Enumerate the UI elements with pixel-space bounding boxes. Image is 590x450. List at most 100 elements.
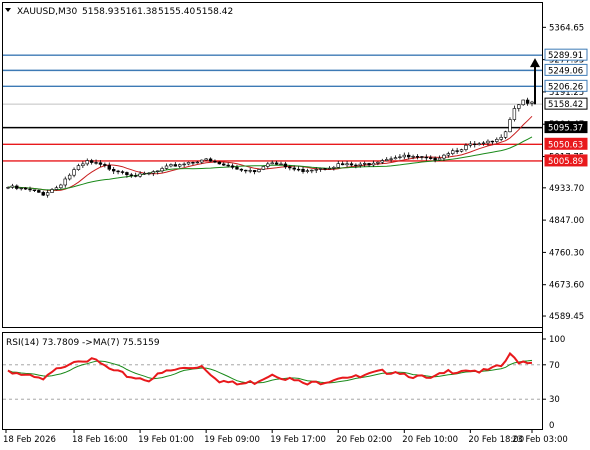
candle-body (442, 154, 446, 159)
candle-body (226, 164, 230, 167)
candle-body (54, 187, 59, 190)
candle-body (222, 163, 226, 166)
candle-body (340, 163, 345, 166)
candle-body (252, 170, 257, 173)
candle-body (45, 192, 50, 196)
candle-body (261, 166, 266, 170)
candle-body (349, 163, 354, 166)
rsi-tick-label: 0 (549, 421, 554, 431)
level-label-pivot: 5095.37 (548, 124, 583, 134)
candle-body (481, 142, 486, 145)
candle-body (305, 170, 310, 172)
candle-body (415, 156, 420, 158)
candle-body (248, 170, 252, 172)
candle-body (521, 99, 525, 106)
candle-body (402, 154, 407, 158)
candle-body (156, 170, 160, 172)
candle-body (111, 168, 116, 172)
level-labels: 5289.91 5249.06 5206.26 5095.37 5050.63 5005.… (544, 48, 588, 167)
level-label-resistance-bg (544, 48, 588, 61)
current-price-label-bg (544, 97, 588, 110)
candle-body (178, 164, 182, 167)
level-label-support: 5050.63 (548, 140, 583, 150)
level-label-support-bg (544, 154, 588, 167)
candle-body (103, 164, 107, 166)
candle-body (76, 165, 81, 170)
candle-body (407, 154, 411, 158)
candle-body (208, 158, 213, 162)
candle-body (477, 143, 481, 145)
candle-body (473, 143, 477, 146)
candle-body (98, 162, 103, 165)
candle-body (164, 165, 169, 169)
candle-body (354, 164, 358, 167)
candle-body (85, 160, 89, 165)
candle-body (499, 137, 503, 140)
candle-body (384, 159, 389, 161)
time-tick-label: 20 Feb 02:00 (336, 435, 392, 445)
candle-body (508, 119, 512, 133)
time-tick-label: 23 Feb 03:00 (512, 435, 568, 445)
time-tick-label: 18 Feb 16:00 (72, 435, 128, 445)
candle-body (274, 162, 279, 165)
candle-body (195, 161, 200, 164)
candle-body (411, 156, 415, 158)
price-tick-label: 4589.45 (549, 312, 584, 322)
candle-body (15, 185, 19, 189)
candle-body (50, 189, 54, 193)
candle-body (173, 164, 178, 167)
candle-body (63, 178, 67, 186)
candle-body (323, 168, 327, 170)
candle-body (279, 163, 283, 166)
candle-body (292, 167, 296, 170)
candle-body (129, 174, 133, 176)
candle-body (451, 150, 455, 154)
candle-body (367, 163, 371, 166)
candle-body (288, 166, 292, 169)
price-tick-label: 5364.65 (549, 23, 584, 33)
candle-body (89, 160, 94, 163)
target-arrow (530, 58, 540, 105)
candle-body (6, 187, 10, 189)
candle-body (67, 174, 72, 180)
time-tick-label: 20 Feb 18:00 (468, 435, 524, 445)
rsi-ma-line (7, 359, 533, 384)
candle-body (23, 187, 28, 190)
time-tick-label: 19 Feb 09:00 (204, 435, 260, 445)
candle-body (380, 160, 384, 163)
candle-body (486, 140, 490, 144)
candle-body (41, 192, 45, 196)
candle-body (230, 165, 235, 168)
chart-header: XAUUSD,M30 5158.93 5161.38 5155.40 5158.… (5, 7, 233, 17)
candle-body (204, 158, 208, 161)
dropdown-icon[interactable] (5, 8, 11, 12)
candle-body (437, 157, 442, 161)
symbol-label: XAUUSD,M30 (17, 7, 77, 17)
candle-body (200, 159, 204, 163)
candle-body (270, 162, 274, 165)
level-lines (3, 54, 542, 162)
rsi-axis: 100 70 30 0 (542, 335, 565, 431)
rsi-title: RSI(14) 73.7809 ->MA(7) 75.5159 (6, 338, 160, 348)
candle-body (296, 168, 301, 171)
candle-body (464, 144, 468, 150)
price-tick-label: 5191.25 (549, 88, 584, 98)
candle-body (138, 173, 142, 177)
ohlc-open: 5158.93 (82, 7, 119, 17)
candle-body (283, 163, 288, 168)
rsi-panel[interactable] (2, 332, 543, 430)
candle-body (530, 101, 534, 104)
candle-body (310, 169, 314, 172)
candle-body (235, 167, 239, 170)
candle-body (468, 143, 473, 146)
candle-body (107, 165, 111, 170)
candle-body (517, 104, 521, 109)
candle-body (327, 168, 332, 170)
level-label-resistance-bg (544, 79, 588, 92)
rsi-tick-label: 100 (549, 335, 565, 345)
candle-body (160, 168, 164, 172)
candle-body (459, 149, 464, 152)
price-tick-label: 4760.30 (549, 248, 584, 258)
candle-body (389, 158, 393, 160)
